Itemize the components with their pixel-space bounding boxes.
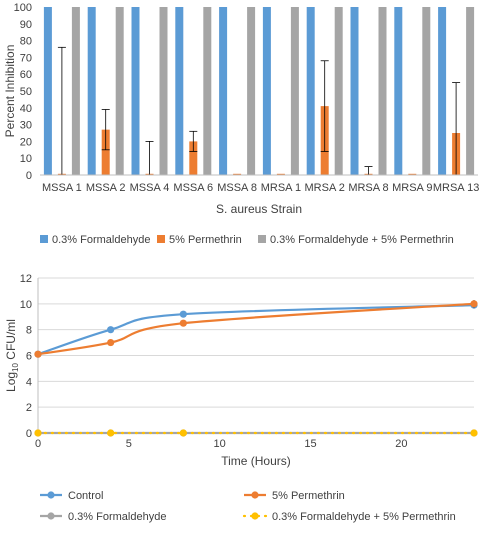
bar-0-5 [262, 7, 271, 175]
line-y-tick-label: 4 [26, 376, 32, 388]
bar-2-3 [203, 7, 212, 175]
bar-category-label: MSSA 4 [130, 182, 170, 194]
bar-y-tick-label: 40 [20, 103, 32, 115]
line-series-1 [37, 302, 475, 356]
bar-1-4 [233, 173, 242, 175]
bar-y-tick-label: 70 [20, 52, 32, 64]
bar-1-1 [101, 129, 110, 175]
bar-category-label: MRSA 13 [433, 182, 479, 194]
bar-0-6 [306, 7, 315, 175]
bar-category-label: MRSA 1 [261, 182, 301, 194]
line-point-3-3 [470, 429, 478, 437]
bar-y-tick-label: 10 [20, 153, 32, 165]
bar-chart: 0 10 20 30 40 50 60 70 80 90 100 Percent Inhibition… [3, 2, 479, 246]
bar-y-tick-label: 80 [20, 36, 32, 48]
bar-category-label: MRSA 9 [392, 182, 432, 194]
line-point-3-2 [179, 429, 187, 437]
bar-2-0 [71, 7, 80, 175]
line-point-1-3 [470, 300, 478, 308]
bar-y-axis-label: Percent Inhibition [3, 45, 17, 138]
line-y-label-main: Log [4, 372, 18, 392]
line-y-tick-label: 8 [26, 325, 32, 337]
line-legend-label: 5% Permethrin [272, 490, 345, 502]
line-legend-label: 0.3% Formaldehyde [68, 511, 166, 523]
bar-2-6 [334, 7, 343, 175]
line-legend-marker [251, 512, 259, 520]
bar-legend-swatch [157, 235, 165, 243]
line-y-axis-label: Log10 CFU/ml [4, 319, 20, 392]
line-y-tick-label: 12 [20, 273, 32, 285]
bar-0-8 [394, 7, 403, 175]
line-legend-marker [251, 491, 259, 499]
bar-2-2 [159, 7, 168, 175]
bar-y-tick-label: 30 [20, 120, 32, 132]
line-series-0 [37, 304, 475, 356]
bar-0-0 [43, 7, 52, 175]
line-legend-marker [47, 491, 55, 499]
bar-2-7 [378, 7, 387, 175]
line-x-tick-label: 20 [395, 438, 407, 450]
line-y-tick-label: 2 [26, 402, 32, 414]
line-legend-label: 0.3% Formaldehyde + 5% Permethrin [272, 511, 456, 523]
bar-0-1 [87, 7, 96, 175]
line-y-tick-label: 6 [26, 351, 32, 363]
bar-legend-swatch [258, 235, 266, 243]
line-point-3-0 [34, 429, 42, 437]
line-point-0-2 [179, 310, 187, 318]
bar-0-7 [350, 7, 359, 175]
bar-category-label: MSSA 8 [217, 182, 257, 194]
line-x-tick-label: 0 [35, 438, 41, 450]
bar-1-8 [408, 173, 417, 175]
bar-y-tick-label: 20 [20, 136, 32, 148]
bar-category-label: MSSA 6 [173, 182, 213, 194]
bar-0-2 [131, 7, 140, 175]
bar-2-1 [115, 7, 124, 175]
bar-0-9 [438, 7, 447, 175]
bar-2-4 [247, 7, 256, 175]
bar-2-9 [466, 7, 475, 175]
line-point-1-1 [107, 338, 115, 347]
bar-2-8 [422, 7, 431, 175]
line-x-tick-label: 15 [304, 438, 316, 450]
bar-y-tick-label: 0 [26, 170, 32, 182]
line-y-tick-label: 0 [26, 428, 32, 440]
bar-category-label: MRSA 8 [348, 182, 388, 194]
line-point-3-1 [107, 429, 115, 437]
line-point-1-2 [179, 319, 187, 327]
bar-1-3 [189, 141, 198, 175]
line-x-tick-label: 5 [126, 438, 132, 450]
bar-category-label: MSSA 1 [42, 182, 82, 194]
bar-x-axis-label: S. aureus Strain [216, 202, 302, 216]
bar-1-5 [276, 173, 285, 175]
bar-category-label: MRSA 2 [305, 182, 345, 194]
bar-category-label: MSSA 2 [86, 182, 126, 194]
bar-y-tick-label: 90 [20, 19, 32, 31]
bar-0-4 [219, 7, 228, 175]
line-y-label-tail: CFU/ml [4, 319, 18, 363]
line-x-axis-label: Time (Hours) [221, 454, 291, 468]
line-legend-marker [47, 512, 55, 520]
line-y-tick-label: 10 [20, 299, 32, 311]
line-legend-label: Control [68, 490, 103, 502]
bar-legend-swatch [40, 235, 48, 243]
bar-legend-label: 0.3% Formaldehyde + 5% Permethrin [270, 234, 454, 246]
line-point-0-1 [107, 326, 115, 334]
line-y-label-sub: 10 [11, 362, 20, 371]
bar-0-3 [175, 7, 184, 175]
bar-2-5 [290, 7, 299, 175]
bar-legend-label: 5% Permethrin [169, 234, 242, 246]
line-x-tick-label: 10 [214, 438, 226, 450]
bar-legend-label: 0.3% Formaldehyde [52, 234, 150, 246]
line-point-1-0 [34, 350, 42, 358]
bar-y-tick-label: 100 [14, 2, 32, 14]
bar-y-tick-label: 50 [20, 86, 32, 98]
bar-y-tick-label: 60 [20, 69, 32, 81]
